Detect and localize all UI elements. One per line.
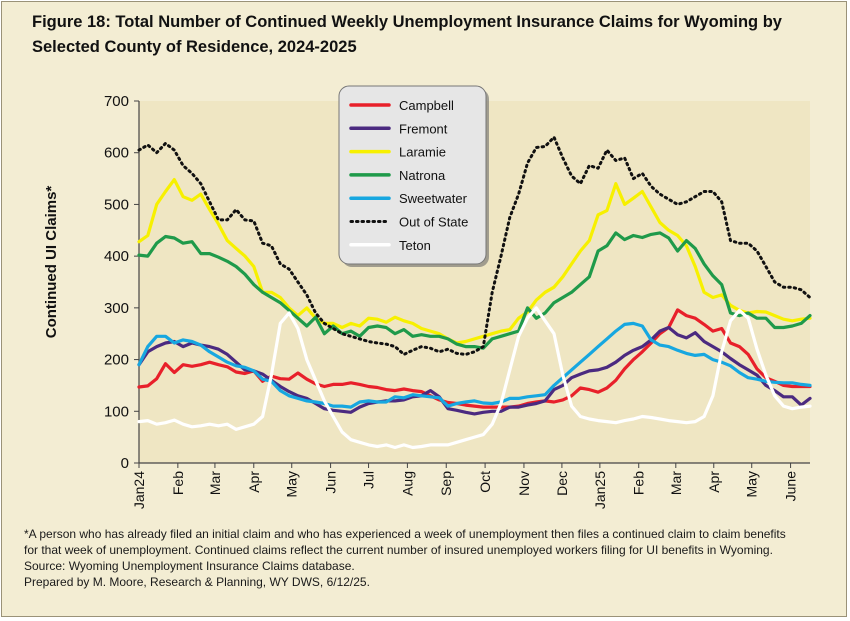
y-tick-label: 300: [104, 300, 129, 317]
figure-title: Figure 18: Total Number of Continued Wee…: [32, 10, 812, 60]
x-tick-label: Aug: [399, 471, 415, 496]
y-tick-label: 200: [104, 352, 129, 369]
legend-label: Out of State: [399, 215, 468, 230]
y-tick-label: 100: [104, 403, 129, 420]
legend-label: Sweetwater: [399, 191, 468, 206]
prepared-by-line: Prepared by M. Moore, Research & Plannin…: [24, 575, 370, 589]
x-tick-label: Sep: [438, 471, 454, 496]
line-chart: 0 100 200 300 400 500 600 700 Continued UI Claim…: [43, 85, 812, 509]
x-tick-label: Feb: [631, 471, 647, 495]
x-tick-label: Jan24: [131, 471, 147, 509]
x-tick-label: May: [284, 471, 300, 497]
x-tick-label: Jul: [361, 471, 377, 489]
x-tick-label: May: [744, 471, 760, 497]
x-tick-label: Jan25: [592, 471, 608, 509]
x-tick-label: Mar: [207, 471, 223, 495]
legend-box: [338, 85, 487, 265]
y-tick-label: 400: [104, 248, 129, 265]
y-tick-label: 600: [104, 145, 129, 162]
footnote: *A person who has already filed an initi…: [24, 526, 834, 590]
series-line-natrona: [137, 231, 812, 350]
x-tick-label: Feb: [170, 471, 186, 495]
legend-label: Fremont: [399, 121, 448, 136]
legend-label: Campbell: [399, 98, 454, 113]
y-axis-title: Continued UI Claims*: [43, 186, 60, 339]
legend-label: Laramie: [399, 145, 446, 160]
legend-label: Natrona: [399, 168, 446, 183]
legend-label: Teton: [399, 238, 431, 253]
x-tick-label: Dec: [554, 471, 570, 496]
x-tick-label: Oct: [477, 471, 493, 493]
y-tick-label: 700: [104, 93, 129, 110]
figure-title-line-1: Figure 18: Total Number of Continued Wee…: [32, 13, 782, 31]
x-tick-label: Jun: [323, 471, 339, 494]
x-tick-label: Apr: [706, 471, 722, 493]
series-line-sweetwater: [137, 321, 812, 409]
x-tick-label: Nov: [516, 471, 532, 496]
x-tick-label: Mar: [668, 471, 684, 495]
source-line: Source: Wyoming Unemployment Insurance C…: [24, 559, 355, 573]
y-tick-label: 0: [121, 455, 129, 472]
y-tick-label: 500: [104, 196, 129, 213]
figure-title-line-2: Selected County of Residence, 2024-2025: [32, 38, 357, 56]
x-tick-label: June: [783, 471, 799, 502]
series-line-laramie: [137, 178, 812, 345]
series-line-teton: [137, 306, 812, 450]
series-line-out-of-state: [137, 135, 812, 356]
x-tick-label: Apr: [246, 471, 262, 493]
footnote-line-1: *A person who has already filed an initi…: [24, 527, 786, 541]
footnote-line-2: for that week of unemployment. Continued…: [24, 543, 773, 557]
